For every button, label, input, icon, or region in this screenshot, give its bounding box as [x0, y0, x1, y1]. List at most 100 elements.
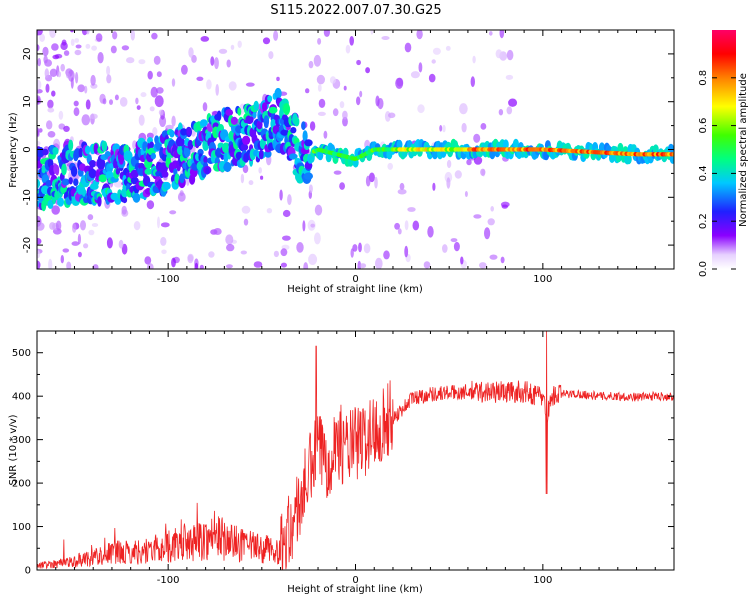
spectrogram-cell: [223, 161, 232, 173]
spectrogram-cell: [487, 218, 495, 226]
spectrogram-cell: [90, 74, 96, 86]
spectrogram-cell: [350, 248, 354, 258]
spectrogram-cell: [180, 128, 188, 136]
spectrogram-cell: [237, 40, 242, 48]
spectrogram-cell: [256, 120, 263, 130]
spectrogram-cell: [302, 130, 308, 142]
spectrogram-cell: [55, 220, 62, 231]
spectrogram-cell: [273, 30, 279, 41]
spectrogram-cell: [200, 36, 210, 42]
figure-title: S115.2022.007.07.30.G25: [270, 3, 441, 18]
snr-panel: -100 0 100 0 100 200 300 400 500 Height of strai…: [8, 330, 675, 595]
spectrogram-cell: [381, 36, 390, 40]
spectrogram-cell: [262, 37, 271, 45]
spectrogram-cell: [77, 233, 81, 245]
spectrogram-cell: [512, 138, 519, 149]
spectrogram-cell: [316, 74, 325, 85]
snr-x-tick-label: -100: [157, 575, 180, 586]
spectrogram-cell: [431, 149, 438, 160]
spectrogram-cell: [138, 59, 146, 65]
spectrogram-cell: [241, 205, 251, 214]
spectrogram-cell: [119, 97, 128, 107]
spectrogram-cell: [95, 33, 103, 42]
spectrogram-cell: [253, 100, 259, 111]
spectrogram-cell: [51, 43, 59, 51]
spectrogram-cell: [37, 140, 41, 146]
spectrogram-cell: [495, 49, 503, 59]
spectrogram-cell: [88, 229, 95, 236]
spectrogram-cell: [301, 121, 306, 131]
spectrogram-cell: [186, 127, 191, 136]
spectrogram-cell: [397, 188, 407, 195]
spectrogram-cell: [296, 242, 304, 253]
spectrogram-cell: [363, 243, 371, 254]
spectrogram-y-tick-label: 10: [22, 95, 33, 108]
spectrogram-cell: [70, 38, 75, 47]
ridge-cell: [671, 152, 674, 157]
spectrogram-cell: [473, 214, 482, 219]
spectrogram-cell: [245, 82, 255, 87]
spectrogram-cell: [439, 125, 443, 132]
snr-x-tick-label: 100: [533, 575, 552, 586]
spectrogram-cell: [473, 156, 483, 165]
spectrogram-cell: [387, 162, 394, 170]
spectrogram-cell: [282, 209, 291, 218]
spectrogram-cell: [404, 245, 409, 258]
spectrogram-cell: [339, 101, 345, 109]
spectrogram-cell: [140, 92, 147, 98]
spectrogram-cell: [375, 257, 383, 269]
spectrogram-cell: [89, 113, 98, 120]
spectrogram-cell: [144, 168, 153, 175]
colorbar-ticks: 0.0 0.2 0.4 0.6 0.8: [698, 70, 736, 277]
spectrogram-cell: [91, 223, 99, 227]
spectrogram-cell: [314, 204, 323, 216]
spectrogram-cell: [431, 59, 436, 64]
spectrogram-cell: [489, 254, 498, 260]
colorbar-gradient: [712, 30, 736, 269]
spectrogram-cell: [432, 182, 436, 191]
spectrogram-cell: [51, 205, 60, 215]
spectrogram-cell: [73, 178, 79, 186]
spectrogram-cell: [68, 177, 73, 185]
spectrogram-cell: [47, 107, 55, 113]
spectrogram-cell: [472, 55, 476, 64]
spectrogram-cell: [508, 98, 518, 107]
spectrogram-cell: [243, 218, 249, 226]
spectrogram-cell: [280, 248, 288, 257]
spectrogram-cell: [242, 135, 251, 145]
spectrogram-cell: [62, 248, 70, 253]
spectrogram-cell: [114, 94, 119, 101]
spectrogram-cell: [407, 207, 416, 212]
spectrogram-cell: [154, 95, 164, 108]
spectrogram-cell: [70, 30, 74, 33]
spectrogram-cell: [115, 167, 121, 175]
spectrogram-cell: [132, 192, 141, 203]
spectrogram-cell: [60, 41, 68, 51]
spectrogram-cell: [58, 110, 64, 120]
spectrogram-cell: [202, 139, 209, 151]
spectrogram-cell: [317, 111, 326, 116]
spectrogram-cell: [279, 189, 283, 201]
snr-y-axis-label: SNR (10 * v/v): [8, 414, 19, 485]
spectrogram-cell: [88, 168, 97, 179]
spectrogram-cell: [280, 129, 290, 136]
spectrogram-cell: [37, 127, 40, 137]
spectrogram-cell: [80, 220, 86, 231]
snr-y-tick-label: 200: [12, 479, 31, 490]
spectrogram-cell: [349, 36, 355, 46]
spectrogram-cell: [49, 68, 58, 78]
spectrogram-cell: [149, 141, 154, 149]
spectrogram-cell: [44, 68, 49, 79]
spectrogram-cells: [37, 30, 674, 269]
spectrogram-cell: [329, 76, 337, 84]
spectrogram-cell: [345, 44, 351, 54]
spectrogram-cell: [106, 74, 112, 84]
spectrogram-cell: [240, 143, 249, 151]
spectrogram-cell: [283, 103, 291, 116]
spectrogram-cell: [106, 237, 113, 249]
spectrogram-cell: [47, 99, 54, 109]
spectrogram-cell: [118, 239, 124, 249]
spectrogram-cell: [333, 170, 342, 175]
spectrogram-ridge: [311, 147, 674, 162]
